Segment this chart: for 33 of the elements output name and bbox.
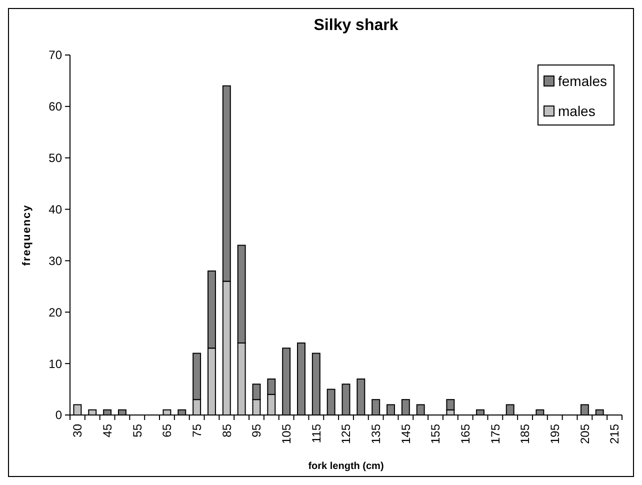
x-tick-label: 45 <box>100 424 114 438</box>
y-tick-label: 30 <box>48 254 62 268</box>
chart-title: Silky shark <box>314 17 398 34</box>
legend-label: females <box>558 72 608 89</box>
y-tick-label: 20 <box>48 305 62 320</box>
legend-label: males <box>558 102 596 119</box>
x-tick-label: 175 <box>488 424 502 444</box>
y-tick-label: 50 <box>48 151 62 166</box>
x-tick-label: 135 <box>369 424 384 444</box>
x-tick-label: 195 <box>548 424 562 444</box>
y-tick-label: 60 <box>48 100 62 114</box>
x-tick-label: 75 <box>190 424 204 438</box>
y-tick-label: 70 <box>48 48 62 62</box>
y-tick-label: 10 <box>48 356 62 371</box>
x-tick-label: 65 <box>160 424 174 438</box>
x-tick-label: 155 <box>428 424 443 444</box>
x-tick-label: 205 <box>578 424 592 444</box>
x-tick-label: 165 <box>458 424 473 444</box>
x-axis-title: fork length (cm) <box>308 461 384 472</box>
x-tick-label: 30 <box>70 424 85 438</box>
x-tick-label: 185 <box>518 424 532 444</box>
x-tick-label: 55 <box>130 424 144 438</box>
x-tick-label: 105 <box>280 424 294 444</box>
x-tick-label: 85 <box>220 424 234 438</box>
y-axis-title: frequency <box>21 204 33 266</box>
y-tick-label: 0 <box>55 408 62 422</box>
x-tick-label: 115 <box>309 424 324 444</box>
bar <box>446 399 455 410</box>
x-tick-label: 95 <box>250 424 264 438</box>
x-tick-label: 215 <box>608 424 622 444</box>
x-tick-label: 125 <box>339 424 354 444</box>
y-tick-label: 40 <box>48 202 62 216</box>
x-tick-label: 145 <box>398 424 413 444</box>
